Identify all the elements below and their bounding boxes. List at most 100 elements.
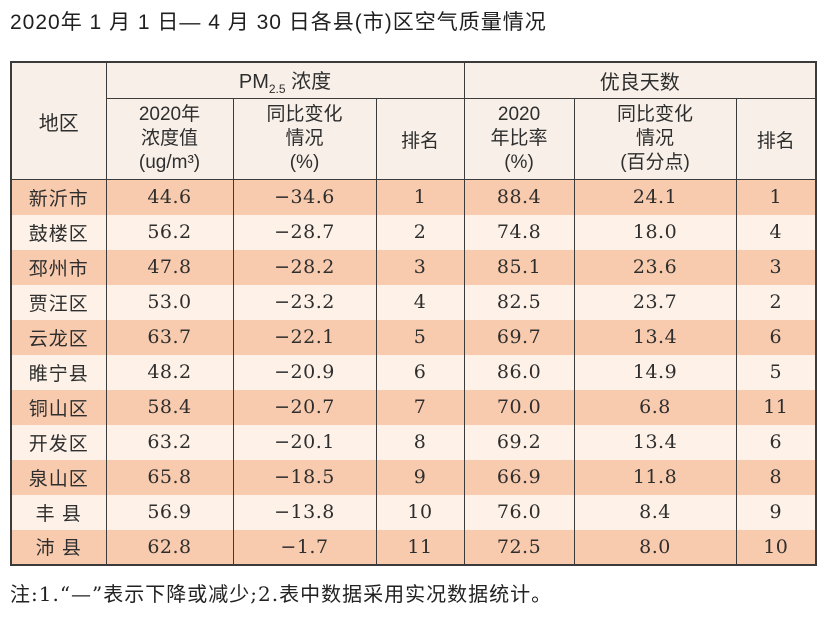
pm-rank-cell: 11 (375, 529, 465, 565)
days-change-cell: 8.4 (573, 494, 737, 530)
pm-value-cell: 56.9 (105, 494, 234, 530)
days-rate-cell: 66.9 (463, 459, 575, 495)
header-days-change-line3: (百分点) (620, 152, 690, 173)
header-days-change-line2: 情况 (636, 128, 675, 149)
days-rate-cell: 74.8 (463, 214, 575, 250)
footnote: 注:1.“—”表示下降或减少;2.表中数据采用实况数据统计。 (10, 581, 553, 606)
pm-rank-cell: 6 (375, 354, 465, 390)
header-days-change-line1: 同比变化 (617, 104, 694, 125)
days-change-cell: 23.7 (573, 284, 737, 320)
header-sub-row: 2020年 浓度值 (ug/m³) 同比变化 情况 (%) 排名 2020 年比… (11, 98, 817, 180)
table-header: 地区 PM2.5 浓度 优良天数 2020年 浓度值 (ug/m³) 同比变化 … (10, 61, 817, 180)
days-rank-cell: 4 (735, 214, 817, 250)
header-days-change: 同比变化 情况 (百分点) (573, 98, 737, 180)
header-pm-value-line2: 浓度值 (140, 128, 198, 149)
days-change-cell: 13.4 (573, 319, 737, 355)
pm-rank-cell: 9 (375, 459, 465, 495)
pm-change-cell: −1.7 (232, 529, 377, 565)
days-change-cell: 24.1 (573, 179, 737, 215)
header-group-row: 地区 PM2.5 浓度 优良天数 (10, 61, 817, 180)
header-days-rate-line3: (%) (504, 152, 534, 173)
header-pm-value-line3: (ug/m³) (138, 152, 201, 173)
table-row: 贾汪区 53.0 −23.2 4 82.5 23.7 2 (10, 284, 817, 320)
pm-value-cell: 63.2 (105, 424, 234, 460)
table-row: 铜山区 58.4 −20.7 7 70.0 6.8 11 (10, 389, 817, 425)
table-row: 新沂市 44.6 −34.6 1 88.4 24.1 1 (10, 179, 817, 215)
region-cell: 邳州市 (10, 249, 107, 285)
days-rate-cell: 82.5 (463, 284, 575, 320)
header-pm-value: 2020年 浓度值 (ug/m³) (105, 98, 234, 180)
days-rank-cell: 6 (735, 319, 817, 355)
region-cell: 开发区 (10, 424, 107, 460)
air-quality-table: 地区 PM2.5 浓度 优良天数 2020年 浓度值 (ug/m³) 同比变化 … (10, 61, 818, 566)
days-change-cell: 6.8 (573, 389, 737, 425)
days-change-cell: 11.8 (573, 459, 737, 495)
pm-label: PM (238, 71, 269, 93)
days-rank-cell: 9 (735, 494, 817, 530)
table-row: 开发区 63.2 −20.1 8 69.2 13.4 6 (10, 424, 817, 460)
pm-change-cell: −23.2 (232, 284, 377, 320)
days-rank-cell: 3 (735, 249, 817, 285)
table-row: 邳州市 47.8 −28.2 3 85.1 23.6 3 (10, 249, 817, 285)
pm-rank-cell: 8 (375, 424, 465, 460)
days-change-cell: 23.6 (573, 249, 737, 285)
header-days-rate-line1: 2020 (497, 104, 541, 125)
header-pm-rank: 排名 (375, 98, 465, 180)
days-rate-cell: 69.2 (463, 424, 575, 460)
pm-value-cell: 47.8 (105, 249, 234, 285)
pm-rank-cell: 5 (375, 319, 465, 355)
header-pm-change-line2: 情况 (285, 128, 324, 149)
pm-change-cell: −20.9 (232, 354, 377, 390)
header-region: 地区 (10, 61, 107, 180)
pm-rank-cell: 3 (375, 249, 465, 285)
days-rank-cell: 2 (735, 284, 817, 320)
days-rate-cell: 72.5 (463, 529, 575, 565)
pm-value-cell: 58.4 (105, 389, 234, 425)
region-cell: 鼓楼区 (10, 214, 107, 250)
region-cell: 云龙区 (10, 319, 107, 355)
days-rank-cell: 6 (735, 424, 817, 460)
pm-value-cell: 56.2 (105, 214, 234, 250)
header-pm-value-line1: 2020年 (138, 104, 201, 125)
table-row: 云龙区 63.7 −22.1 5 69.7 13.4 6 (10, 319, 817, 355)
days-change-cell: 8.0 (573, 529, 737, 565)
pm-subscript: 2.5 (268, 82, 286, 96)
days-rate-cell: 88.4 (463, 179, 575, 215)
pm-change-cell: −28.7 (232, 214, 377, 250)
pm-rank-cell: 7 (375, 389, 465, 425)
table-row: 泉山区 65.8 −18.5 9 66.9 11.8 8 (10, 459, 817, 495)
pm-rank-cell: 2 (375, 214, 465, 250)
days-rank-cell: 8 (735, 459, 817, 495)
header-days-rate-line2: 年比率 (490, 128, 548, 149)
pm-value-cell: 48.2 (105, 354, 234, 390)
pm-rank-cell: 4 (375, 284, 465, 320)
pm-change-cell: −22.1 (232, 319, 377, 355)
days-rank-cell: 5 (735, 354, 817, 390)
pm-rank-cell: 1 (375, 179, 465, 215)
days-rate-cell: 86.0 (463, 354, 575, 390)
days-change-cell: 13.4 (573, 424, 737, 460)
page-title: 2020年 1 月 1 日— 4 月 30 日各县(市)区空气质量情况 (10, 11, 547, 34)
table-row: 鼓楼区 56.2 −28.7 2 74.8 18.0 4 (10, 214, 817, 250)
header-pm-change-line1: 同比变化 (266, 104, 343, 125)
pm-value-cell: 53.0 (105, 284, 234, 320)
table-row: 丰 县 56.9 −13.8 10 76.0 8.4 9 (10, 494, 817, 530)
table-row: 沛 县 62.8 −1.7 11 72.5 8.0 10 (10, 529, 817, 565)
days-change-cell: 14.9 (573, 354, 737, 390)
pm-change-cell: −20.7 (232, 389, 377, 425)
region-cell: 铜山区 (10, 389, 107, 425)
region-cell: 睢宁县 (10, 354, 107, 390)
header-days-rate: 2020 年比率 (%) (463, 98, 575, 180)
days-change-cell: 18.0 (573, 214, 737, 250)
pm-change-cell: −13.8 (232, 494, 377, 530)
header-pm-change-line3: (%) (289, 152, 320, 173)
region-cell: 新沂市 (10, 179, 107, 215)
pm-change-cell: −28.2 (232, 249, 377, 285)
days-rate-cell: 69.7 (463, 319, 575, 355)
pm-change-cell: −18.5 (232, 459, 377, 495)
pm-label-suffix: 浓度 (285, 71, 332, 93)
table-body: 新沂市 44.6 −34.6 1 88.4 24.1 1 鼓楼区 56.2 −2… (10, 179, 817, 565)
days-rate-cell: 85.1 (463, 249, 575, 285)
days-rate-cell: 70.0 (463, 389, 575, 425)
